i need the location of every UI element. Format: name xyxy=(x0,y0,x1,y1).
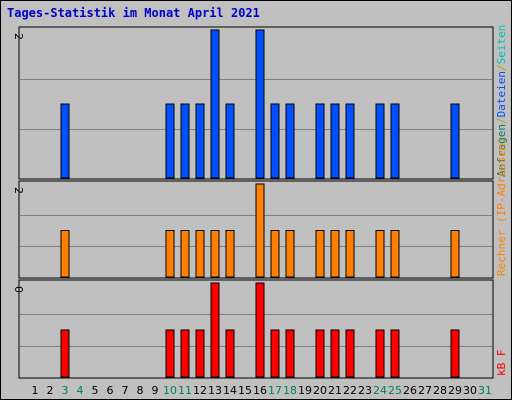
x-tick-day-29: 29 xyxy=(448,384,462,397)
legend-entry: Dateien xyxy=(495,71,508,117)
x-tick-day-3: 3 xyxy=(62,384,69,397)
bar-day-22 xyxy=(345,329,355,378)
legend-middle: Rechner (IP-Adressen) xyxy=(495,137,508,276)
bar-day-17 xyxy=(270,103,280,179)
bar-day-13 xyxy=(210,29,220,179)
bar-day-11 xyxy=(180,103,190,179)
x-tick-day-20: 20 xyxy=(313,384,327,397)
x-tick-day-5: 5 xyxy=(92,384,99,397)
x-tick-day-21: 21 xyxy=(328,384,342,397)
bar-day-14 xyxy=(225,230,235,278)
bar-day-10 xyxy=(165,329,175,378)
bar-day-18 xyxy=(285,329,295,378)
bar-day-20 xyxy=(315,329,325,378)
x-tick-day-11: 11 xyxy=(178,384,192,397)
bar-day-11 xyxy=(180,230,190,278)
bar-day-18 xyxy=(285,230,295,278)
bar-day-22 xyxy=(345,230,355,278)
bar-day-10 xyxy=(165,103,175,179)
bar-day-29 xyxy=(450,329,460,378)
x-tick-day-18: 18 xyxy=(283,384,297,397)
y-max-label: 2 xyxy=(12,187,25,194)
x-tick-day-12: 12 xyxy=(193,384,207,397)
x-tick-day-2: 2 xyxy=(47,384,54,397)
bar-day-21 xyxy=(330,103,340,179)
legend-top: Anfragen/Dateien/Seiten xyxy=(495,25,508,177)
bar-day-24 xyxy=(375,329,385,378)
y-max-label: 2 xyxy=(12,33,25,40)
bar-day-3 xyxy=(60,329,70,378)
x-tick-day-16: 16 xyxy=(253,384,267,397)
bar-day-17 xyxy=(270,230,280,278)
legend-entry: / xyxy=(495,64,508,71)
legend-entry: Anfragen xyxy=(495,124,508,177)
x-tick-day-23: 23 xyxy=(358,384,372,397)
bar-day-16 xyxy=(255,183,265,278)
x-tick-day-31: 31 xyxy=(478,384,492,397)
x-tick-day-7: 7 xyxy=(122,384,129,397)
x-tick-day-26: 26 xyxy=(403,384,417,397)
chart-title: Tages-Statistik im Monat April 2021 xyxy=(7,6,260,20)
bar-day-3 xyxy=(60,230,70,278)
x-axis-day-labels: 1 2 3 4 5 6 7 8 9 10 11 12 13 14 15 16 17 18 19 20 21 22 23 24 2… xyxy=(32,384,493,397)
legend-entry: Seiten xyxy=(495,25,508,65)
x-tick-day-14: 14 xyxy=(223,384,237,397)
x-tick-day-24: 24 xyxy=(373,384,387,397)
bar-day-16 xyxy=(255,282,265,378)
bar-day-11 xyxy=(180,329,190,378)
bar-day-21 xyxy=(330,329,340,378)
legend-bottom: kB F xyxy=(495,350,508,377)
legend-entry: / xyxy=(495,117,508,124)
x-tick-day-1: 1 xyxy=(32,384,39,397)
bar-day-17 xyxy=(270,329,280,378)
bar-day-18 xyxy=(285,103,295,179)
bar-day-14 xyxy=(225,329,235,378)
bar-day-3 xyxy=(60,103,70,179)
x-tick-day-9: 9 xyxy=(152,384,159,397)
x-tick-day-13: 13 xyxy=(208,384,222,397)
y-max-label: 0 xyxy=(12,286,25,293)
bar-day-25 xyxy=(390,329,400,378)
bar-day-22 xyxy=(345,103,355,179)
bar-day-12 xyxy=(195,103,205,179)
x-tick-day-10: 10 xyxy=(163,384,177,397)
bar-day-20 xyxy=(315,103,325,179)
bar-day-25 xyxy=(390,230,400,278)
bar-day-25 xyxy=(390,103,400,179)
bar-day-12 xyxy=(195,230,205,278)
x-tick-day-27: 27 xyxy=(418,384,432,397)
x-tick-day-30: 30 xyxy=(463,384,477,397)
x-tick-day-17: 17 xyxy=(268,384,282,397)
bar-day-12 xyxy=(195,329,205,378)
legend-entry: kB F xyxy=(495,350,508,377)
bar-day-16 xyxy=(255,29,265,179)
bar-day-13 xyxy=(210,282,220,378)
bar-day-10 xyxy=(165,230,175,278)
bar-day-29 xyxy=(450,230,460,278)
panel-bottom: 0 kB F xyxy=(12,279,508,379)
bar-day-14 xyxy=(225,103,235,179)
x-tick-day-28: 28 xyxy=(433,384,447,397)
x-tick-day-25: 25 xyxy=(388,384,402,397)
x-tick-day-8: 8 xyxy=(137,384,144,397)
x-tick-day-19: 19 xyxy=(298,384,312,397)
x-tick-day-4: 4 xyxy=(77,384,84,397)
bar-day-24 xyxy=(375,230,385,278)
bar-day-21 xyxy=(330,230,340,278)
panel-middle: 2 Rechner (IP-Adressen) xyxy=(12,137,508,279)
bar-day-13 xyxy=(210,230,220,278)
bar-day-24 xyxy=(375,103,385,179)
legend-entry: Rechner (IP-Adressen) xyxy=(495,137,508,276)
bar-day-29 xyxy=(450,103,460,179)
x-tick-day-15: 15 xyxy=(238,384,252,397)
bar-day-20 xyxy=(315,230,325,278)
x-tick-day-6: 6 xyxy=(107,384,114,397)
x-tick-day-22: 22 xyxy=(343,384,357,397)
